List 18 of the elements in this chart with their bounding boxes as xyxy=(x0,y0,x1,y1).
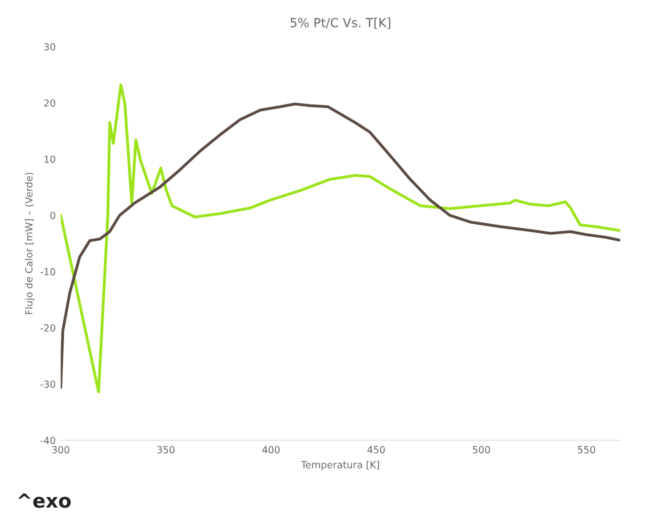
x-tick-label: 550 xyxy=(578,446,596,454)
y-tick-label: -20 xyxy=(40,324,56,332)
x-axis-title: Temperatura [K] xyxy=(301,460,380,470)
y-tick-label: 20 xyxy=(44,99,56,107)
x-tick-label: 300 xyxy=(52,446,70,454)
y-tick-label: -10 xyxy=(40,268,56,276)
text: ^exo xyxy=(18,493,71,508)
y-tick-label: -40 xyxy=(40,436,56,444)
y-tick-label: 30 xyxy=(44,43,56,50)
x-tick-label: 450 xyxy=(367,446,385,454)
y-tick-label: 10 xyxy=(44,156,56,163)
y-tick-label: 0 xyxy=(50,212,56,220)
y-axis-title: Flujo de Calor [mW] – (Verde) xyxy=(25,172,34,314)
x-tick-label: 400 xyxy=(262,446,280,454)
x-tick-label: 350 xyxy=(157,446,175,454)
chart-title: 5% Pt/C Vs. T[K] xyxy=(290,18,390,29)
y-tick-label: -30 xyxy=(40,380,56,388)
x-tick-label: 500 xyxy=(472,446,490,454)
